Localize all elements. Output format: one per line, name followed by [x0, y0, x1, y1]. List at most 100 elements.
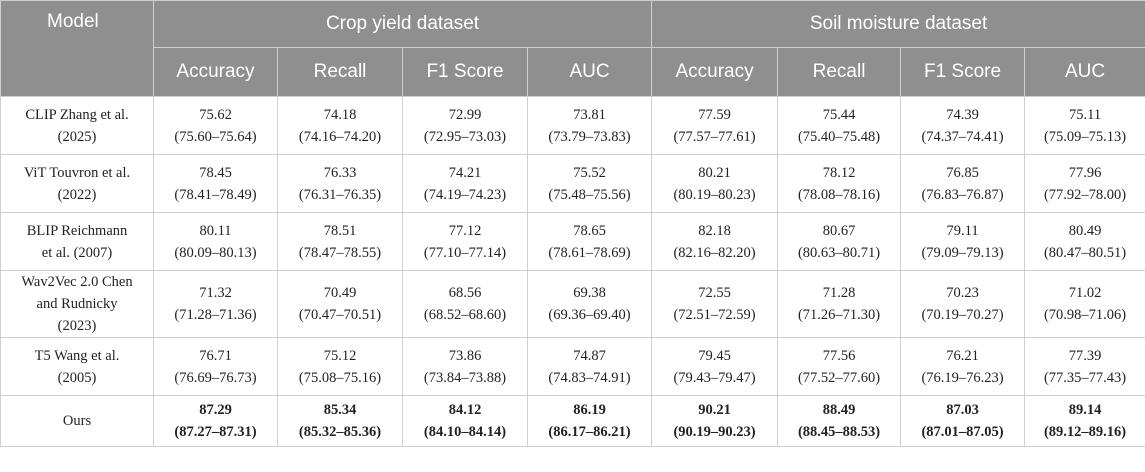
metric-header: Accuracy [651, 47, 779, 97]
metric-interval: (73.84–73.88) [423, 369, 507, 386]
metric-mean: 86.19 [573, 402, 606, 418]
metric-value-cell: 84.12 (84.10–84.14) [402, 395, 528, 447]
metric-interval: (75.48–75.56) [548, 186, 631, 203]
model-name-line: T5 Wang et al. [34, 347, 120, 364]
metric-mean: 73.81 [573, 106, 606, 123]
metric-interval: (77.57–77.61) [673, 128, 756, 145]
metric-interval: (75.08–75.16) [298, 369, 382, 386]
metric-interval: (70.47–70.51) [298, 307, 382, 323]
model-name-cell: Ours [0, 395, 154, 447]
metric-mean: 69.38 [573, 285, 606, 301]
metric-interval: (75.60–75.64) [174, 128, 257, 145]
metric-header: Accuracy [153, 47, 278, 97]
metric-mean: 87.29 [199, 402, 232, 418]
metric-mean: 76.21 [946, 347, 979, 364]
model-name-line: CLIP Zhang et al. [25, 106, 129, 123]
soil-moisture-group-header: Soil moisture dataset [651, 0, 1145, 48]
metric-interval: (78.47–78.55) [298, 244, 382, 261]
metric-value-cell: 77.96 (77.92–78.00) [1024, 154, 1145, 213]
model-name-line: ViT Touvron et al. [23, 164, 131, 181]
metric-mean: 80.21 [698, 164, 731, 181]
metric-interval: (77.92–78.00) [1043, 186, 1127, 203]
metric-value-cell: 74.87 (74.83–74.91) [526, 337, 653, 396]
metric-value-cell: 76.33 (76.31–76.35) [277, 154, 403, 213]
metric-interval: (86.17–86.21) [548, 424, 631, 440]
metric-mean: 75.52 [573, 164, 606, 181]
metric-value-cell: 72.55 (72.51–72.59) [651, 270, 779, 338]
metric-interval: (76.69–76.73) [174, 369, 257, 386]
model-name-cell: CLIP Zhang et al. (2025) [0, 96, 154, 155]
metric-mean: 72.55 [698, 285, 731, 301]
metric-interval: (80.63–80.71) [797, 244, 881, 261]
metric-interval: (74.83–74.91) [548, 369, 631, 386]
metric-interval: (70.19–70.27) [921, 307, 1004, 323]
metric-value-cell: 75.62 (75.60–75.64) [153, 96, 278, 155]
metric-value-cell: 70.49 (70.47–70.51) [277, 270, 403, 338]
metric-value-cell: 78.65 (78.61–78.69) [526, 212, 653, 271]
metric-value-cell: 74.18 (74.16–74.20) [277, 96, 403, 155]
metric-value-cell: 71.32 (71.28–71.36) [153, 270, 278, 338]
metric-interval: (75.40–75.48) [797, 128, 881, 145]
metric-mean: 90.21 [698, 402, 731, 418]
metric-interval: (70.98–71.06) [1043, 307, 1127, 323]
metric-interval: (71.26–71.30) [797, 307, 881, 323]
model-name-cell: Wav2Vec 2.0 Chen and Rudnicky (2023) [0, 270, 154, 338]
header-metric-row: Accuracy Recall F1 Score AUC Accuracy Re… [1, 47, 1145, 97]
metric-mean: 78.51 [323, 222, 357, 239]
metric-value-cell: 80.21 (80.19–80.23) [651, 154, 779, 213]
metric-mean: 77.39 [1068, 347, 1102, 364]
metric-mean: 76.71 [199, 347, 232, 364]
metric-interval: (74.19–74.23) [423, 186, 507, 203]
metric-interval: (76.83–76.87) [921, 186, 1004, 203]
metric-interval: (73.79–73.83) [548, 128, 631, 145]
metric-header: Recall [277, 47, 403, 97]
table-row: Wav2Vec 2.0 Chen and Rudnicky (2023) 71.32 (… [0, 270, 1145, 338]
metric-value-cell: 70.23 (70.19–70.27) [900, 270, 1026, 338]
metric-value-cell: 75.44 (75.40–75.48) [777, 96, 902, 155]
metric-value-cell: 82.18 (82.16–82.20) [651, 212, 779, 271]
model-name-line: Ours [62, 413, 92, 429]
metric-mean: 77.96 [1068, 164, 1102, 181]
table-row: Ours 87.29 (87.27–87.31) 85.34 (85.32–85.36)… [0, 395, 1145, 447]
metric-interval: (80.09–80.13) [174, 244, 257, 261]
metric-value-cell: 77.39 (77.35–77.43) [1024, 337, 1145, 396]
metric-value-cell: 74.39 (74.37–74.41) [900, 96, 1026, 155]
metric-interval: (85.32–85.36) [298, 424, 382, 440]
metric-header: F1 Score [402, 47, 528, 97]
metric-interval: (74.16–74.20) [298, 128, 382, 145]
metric-mean: 70.23 [946, 285, 979, 301]
metric-value-cell: 77.12 (77.10–77.14) [402, 212, 528, 271]
metric-mean: 79.45 [698, 347, 731, 364]
model-name-line: (2025) [57, 128, 97, 145]
metric-interval: (79.43–79.47) [673, 369, 756, 386]
metric-mean: 80.11 [199, 222, 232, 239]
metric-header: F1 Score [900, 47, 1026, 97]
metric-interval: (88.45–88.53) [797, 424, 881, 440]
metric-value-cell: 76.85 (76.83–76.87) [900, 154, 1026, 213]
model-name-line: (2023) [57, 318, 97, 334]
metric-value-cell: 89.14 (89.12–89.16) [1024, 395, 1145, 447]
metric-interval: (80.47–80.51) [1043, 244, 1127, 261]
metric-interval: (89.12–89.16) [1043, 424, 1127, 440]
metric-value-cell: 68.56 (68.52–68.60) [402, 270, 528, 338]
metric-value-cell: 71.28 (71.26–71.30) [777, 270, 902, 338]
metric-mean: 75.62 [199, 106, 232, 123]
metric-value-cell: 87.03 (87.01–87.05) [900, 395, 1026, 447]
model-name-line: and Rudnicky [36, 296, 118, 312]
metric-mean: 70.49 [323, 285, 357, 301]
model-name-cell: BLIP Reichmann et al. (2007) [0, 212, 154, 271]
metric-value-cell: 78.45 (78.41–78.49) [153, 154, 278, 213]
metric-value-cell: 72.99 (72.95–73.03) [402, 96, 528, 155]
metric-mean: 77.12 [448, 222, 482, 239]
metric-interval: (79.09–79.13) [921, 244, 1004, 261]
metric-mean: 77.59 [698, 106, 731, 123]
model-name-line: et al. (2007) [41, 244, 113, 261]
metric-mean: 79.11 [946, 222, 979, 239]
metric-mean: 87.03 [946, 402, 979, 418]
metric-interval: (76.19–76.23) [921, 369, 1004, 386]
metric-mean: 72.99 [448, 106, 482, 123]
metric-interval: (69.36–69.40) [548, 307, 631, 323]
table-row: T5 Wang et al. (2005) 76.71 (76.69–76.73) 75… [0, 337, 1145, 396]
metric-value-cell: 75.12 (75.08–75.16) [277, 337, 403, 396]
metric-mean: 75.12 [323, 347, 357, 364]
